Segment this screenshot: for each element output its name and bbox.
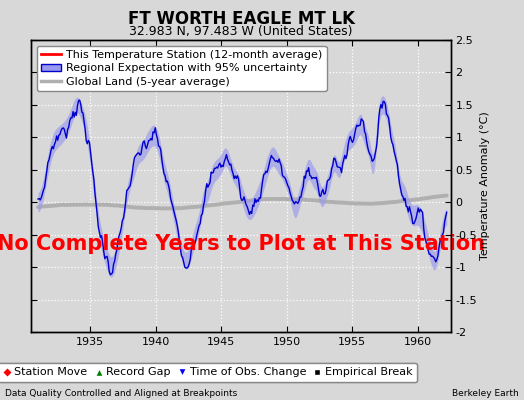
- Text: 32.983 N, 97.483 W (United States): 32.983 N, 97.483 W (United States): [129, 25, 353, 38]
- Legend: Station Move, Record Gap, Time of Obs. Change, Empirical Break: Station Move, Record Gap, Time of Obs. C…: [0, 363, 417, 382]
- Text: No Complete Years to Plot at This Station: No Complete Years to Plot at This Statio…: [0, 234, 485, 254]
- Text: Data Quality Controlled and Aligned at Breakpoints: Data Quality Controlled and Aligned at B…: [5, 389, 237, 398]
- Text: FT WORTH EAGLE MT LK: FT WORTH EAGLE MT LK: [127, 10, 355, 28]
- Text: Berkeley Earth: Berkeley Earth: [452, 389, 519, 398]
- Y-axis label: Temperature Anomaly (°C): Temperature Anomaly (°C): [480, 112, 490, 260]
